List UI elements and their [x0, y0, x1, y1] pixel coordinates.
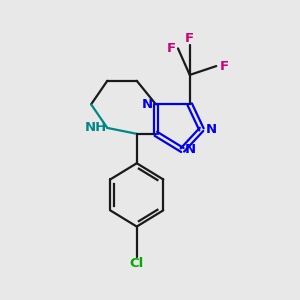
Text: NH: NH: [85, 122, 107, 134]
Text: F: F: [185, 32, 194, 46]
Text: N: N: [185, 143, 196, 157]
Text: N: N: [142, 98, 153, 111]
Text: F: F: [167, 42, 176, 55]
Text: Cl: Cl: [130, 257, 144, 270]
Text: F: F: [220, 60, 229, 73]
Text: N: N: [206, 123, 217, 136]
